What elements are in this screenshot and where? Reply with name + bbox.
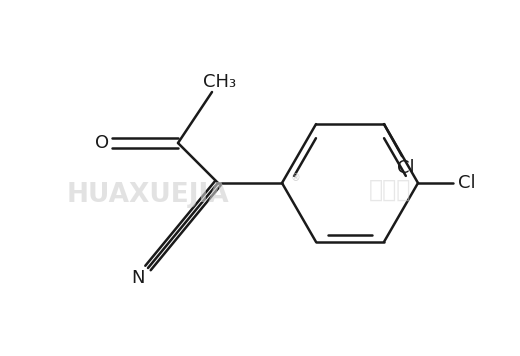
Text: HUAXUEJIA: HUAXUEJIA [67,182,229,208]
Text: Cl: Cl [458,174,476,192]
Text: ®: ® [291,173,301,183]
Text: Cl: Cl [397,159,415,177]
Text: 化学帮: 化学帮 [369,178,411,202]
Text: N: N [131,269,145,287]
Text: O: O [95,134,109,152]
Text: CH₃: CH₃ [203,73,237,91]
